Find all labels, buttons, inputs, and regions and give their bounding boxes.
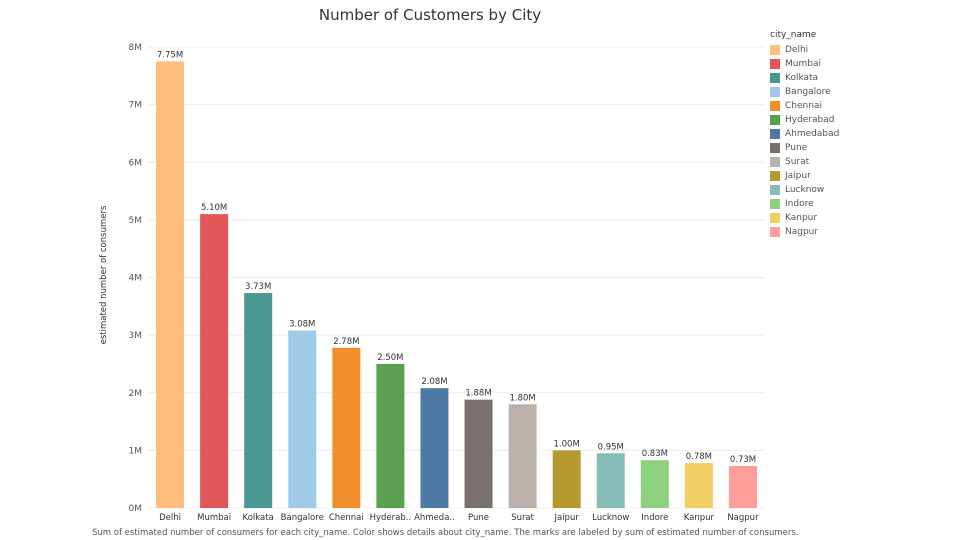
x-tick-label: Kanpur xyxy=(684,513,715,523)
legend-label: Hyderabad xyxy=(785,115,835,125)
legend-swatch xyxy=(770,227,780,237)
chart-title: Number of Customers by City xyxy=(318,6,542,24)
x-tick-label: Delhi xyxy=(159,513,181,523)
data-label: 2.08M xyxy=(421,377,447,387)
x-tick-label: Bangalore xyxy=(281,513,324,523)
legend-item-kanpur[interactable]: Kanpur xyxy=(770,211,839,225)
legend-item-nagpur[interactable]: Nagpur xyxy=(770,225,839,239)
legend-swatch xyxy=(770,129,780,139)
legend-item-hyderabad[interactable]: Hyderabad xyxy=(770,113,839,127)
data-label: 3.08M xyxy=(289,320,315,330)
x-tick-label: Hyderab.. xyxy=(370,513,412,523)
legend-item-bangalore[interactable]: Bangalore xyxy=(770,85,839,99)
x-tick-label: Kolkata xyxy=(243,513,274,523)
x-tick-label: Surat xyxy=(511,513,534,523)
data-label: 3.73M xyxy=(245,282,271,292)
y-tick-label: 1M xyxy=(129,446,143,456)
legend-item-kolkata[interactable]: Kolkata xyxy=(770,71,839,85)
x-tick-label: Indore xyxy=(641,513,668,523)
x-tick-label: Chennai xyxy=(329,513,364,523)
legend-item-mumbai[interactable]: Mumbai xyxy=(770,57,839,71)
x-tick-label: Pune xyxy=(468,513,489,523)
x-tick-label: Jaipur xyxy=(553,513,579,523)
data-label: 2.50M xyxy=(377,353,403,363)
y-tick-label: 3M xyxy=(129,331,143,341)
x-tick-label: Ahmeda.. xyxy=(414,513,455,523)
data-label: 1.80M xyxy=(509,393,535,403)
legend-label: Lucknow xyxy=(785,185,825,195)
x-tick-label: Lucknow xyxy=(592,513,629,523)
legend-label: Pune xyxy=(785,143,808,153)
legend-swatch xyxy=(770,143,780,153)
data-label: 5.10M xyxy=(201,203,227,213)
legend-label: Bangalore xyxy=(785,87,831,97)
legend-label: Kanpur xyxy=(785,213,818,223)
y-axis-label: estimated number of consumers xyxy=(99,205,109,344)
legend-swatch xyxy=(770,157,780,167)
bar-lucknow[interactable] xyxy=(596,453,625,508)
y-tick-label: 4M xyxy=(129,274,143,284)
data-label: 0.73M xyxy=(730,455,756,465)
chart-caption: Sum of estimated number of consumers for… xyxy=(92,528,799,538)
legend-label: Jaipur xyxy=(785,171,811,181)
y-tick-label: 5M xyxy=(129,216,143,226)
legend-title: city_name xyxy=(770,30,817,40)
bar-delhi[interactable] xyxy=(156,61,185,508)
y-tick-label: 2M xyxy=(129,389,143,399)
data-label: 0.83M xyxy=(642,449,668,459)
legend-label: Ahmedabad xyxy=(785,129,840,139)
legend-swatch xyxy=(770,185,780,195)
y-tick-label: 6M xyxy=(129,158,143,168)
legend-swatch xyxy=(770,171,780,181)
bar-kolkata[interactable] xyxy=(244,293,273,508)
legend-swatch xyxy=(770,199,780,209)
legend-item-chennai[interactable]: Chennai xyxy=(770,99,839,113)
legend-item-surat[interactable]: Surat xyxy=(770,155,839,169)
legend-swatch xyxy=(770,59,780,69)
bar-surat[interactable] xyxy=(508,404,537,508)
x-tick-label: Nagpur xyxy=(727,513,759,523)
bar-mumbai[interactable] xyxy=(200,214,229,509)
bar-pune[interactable] xyxy=(464,399,493,508)
legend-swatch xyxy=(770,45,780,55)
data-label: 7.75M xyxy=(157,50,183,60)
legend-label: Kolkata xyxy=(785,73,819,83)
y-tick-label: 7M xyxy=(129,101,143,111)
legend-label: Indore xyxy=(785,199,814,209)
legend-label: Delhi xyxy=(785,45,809,55)
bar-jaipur[interactable] xyxy=(552,450,581,508)
legend-swatch xyxy=(770,213,780,223)
legend-swatch xyxy=(770,101,780,111)
legend-label: Surat xyxy=(785,157,810,167)
bar-hyderabad[interactable] xyxy=(376,363,405,508)
data-label: 0.78M xyxy=(686,452,712,462)
y-tick-label: 8M xyxy=(129,43,143,53)
legend-swatch xyxy=(770,87,780,97)
data-label: 1.00M xyxy=(554,439,580,449)
legend-item-jaipur[interactable]: Jaipur xyxy=(770,169,839,183)
bar-indore[interactable] xyxy=(640,460,669,508)
y-tick-label: 0M xyxy=(129,504,143,514)
x-tick-label: Mumbai xyxy=(197,513,231,523)
bar-chennai[interactable] xyxy=(332,347,361,508)
legend-item-pune[interactable]: Pune xyxy=(770,141,839,155)
data-label: 1.88M xyxy=(465,389,491,399)
legend-item-ahmedabad[interactable]: Ahmedabad xyxy=(770,127,839,141)
bar-kanpur[interactable] xyxy=(684,463,713,508)
bar-bangalore[interactable] xyxy=(288,330,317,508)
bar-ahmedabad[interactable] xyxy=(420,388,449,508)
legend-swatch xyxy=(770,115,780,125)
data-label: 0.95M xyxy=(598,442,624,452)
legend-label: Nagpur xyxy=(785,227,819,237)
legend: city_name Delhi Mumbai Kolkata Bangalore Che… xyxy=(770,30,839,239)
legend-label: Chennai xyxy=(785,101,822,111)
legend-label: Mumbai xyxy=(785,59,821,69)
legend-item-indore[interactable]: Indore xyxy=(770,197,839,211)
legend-swatch xyxy=(770,73,780,83)
legend-item-delhi[interactable]: Delhi xyxy=(770,43,839,57)
legend-item-lucknow[interactable]: Lucknow xyxy=(770,183,839,197)
bar-nagpur[interactable] xyxy=(728,465,757,508)
data-label: 2.78M xyxy=(333,337,359,347)
